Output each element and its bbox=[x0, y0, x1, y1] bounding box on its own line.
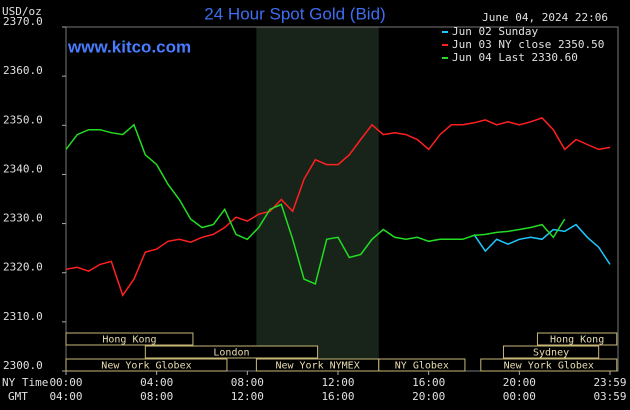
series-line bbox=[473, 223, 611, 265]
watermark: www.kitco.com bbox=[67, 37, 191, 56]
x-tick-label: 16:00 bbox=[412, 376, 445, 389]
series-line bbox=[65, 117, 611, 297]
y-tick-label: 2320.0 bbox=[3, 261, 43, 274]
x2-axis-label: GMT bbox=[8, 390, 28, 403]
gmt-tick-label: 16:00 bbox=[321, 390, 354, 403]
x-tick-label: 20:00 bbox=[503, 376, 536, 389]
legend-label: Jun 04 Last 2330.60 bbox=[452, 51, 578, 64]
y-unit-label: USD/oz bbox=[2, 5, 42, 18]
session-label: New York Globex bbox=[504, 361, 594, 372]
session-label: Hong Kong bbox=[550, 335, 604, 346]
session-label: New York NYMEX bbox=[275, 361, 359, 372]
y-tick-label: 2340.0 bbox=[3, 162, 43, 175]
session-box bbox=[480, 358, 618, 372]
session-box bbox=[65, 358, 228, 372]
x-axis-label: NY Time bbox=[2, 376, 48, 389]
gmt-tick-label: 12:00 bbox=[231, 390, 264, 403]
gmt-tick-label: 04:00 bbox=[49, 390, 82, 403]
legend-label: Jun 03 NY close 2350.50 bbox=[452, 38, 604, 51]
session-box bbox=[378, 358, 466, 372]
session-box bbox=[65, 332, 194, 346]
timestamp: June 04, 2024 22:06 bbox=[482, 11, 608, 24]
gmt-tick-label: 08:00 bbox=[140, 390, 173, 403]
y-tick-label: 2300.0 bbox=[3, 359, 43, 372]
x-tick-label: 04:00 bbox=[140, 376, 173, 389]
session-label: Hong Kong bbox=[102, 335, 156, 346]
session-label: New York Globex bbox=[101, 361, 191, 372]
shaded-region bbox=[256, 27, 379, 371]
session-label: NY Globex bbox=[395, 361, 449, 372]
session-label: London bbox=[213, 348, 249, 359]
x-tick-label: 08:00 bbox=[231, 376, 264, 389]
x-tick-label: 00:00 bbox=[49, 376, 82, 389]
legend-label: Jun 02 Sunday bbox=[452, 25, 538, 38]
session-box bbox=[536, 332, 618, 346]
session-box bbox=[502, 345, 600, 359]
series-line bbox=[65, 123, 566, 286]
x-tick-label: 12:00 bbox=[321, 376, 354, 389]
session-box bbox=[144, 345, 319, 359]
y-tick-label: 2370.0 bbox=[3, 15, 43, 28]
x-tick-label: 23:59 bbox=[593, 376, 626, 389]
y-tick-label: 2310.0 bbox=[3, 310, 43, 323]
gmt-tick-label: 00:00 bbox=[503, 390, 536, 403]
gmt-tick-label: 20:00 bbox=[412, 390, 445, 403]
y-tick-label: 2350.0 bbox=[3, 113, 43, 126]
y-tick-label: 2360.0 bbox=[3, 64, 43, 77]
gmt-tick-label: 03:59 bbox=[593, 390, 626, 403]
chart-title: 24 Hour Spot Gold (Bid) bbox=[204, 4, 385, 23]
y-tick-label: 2330.0 bbox=[3, 212, 43, 225]
session-label: Sydney bbox=[533, 348, 569, 359]
